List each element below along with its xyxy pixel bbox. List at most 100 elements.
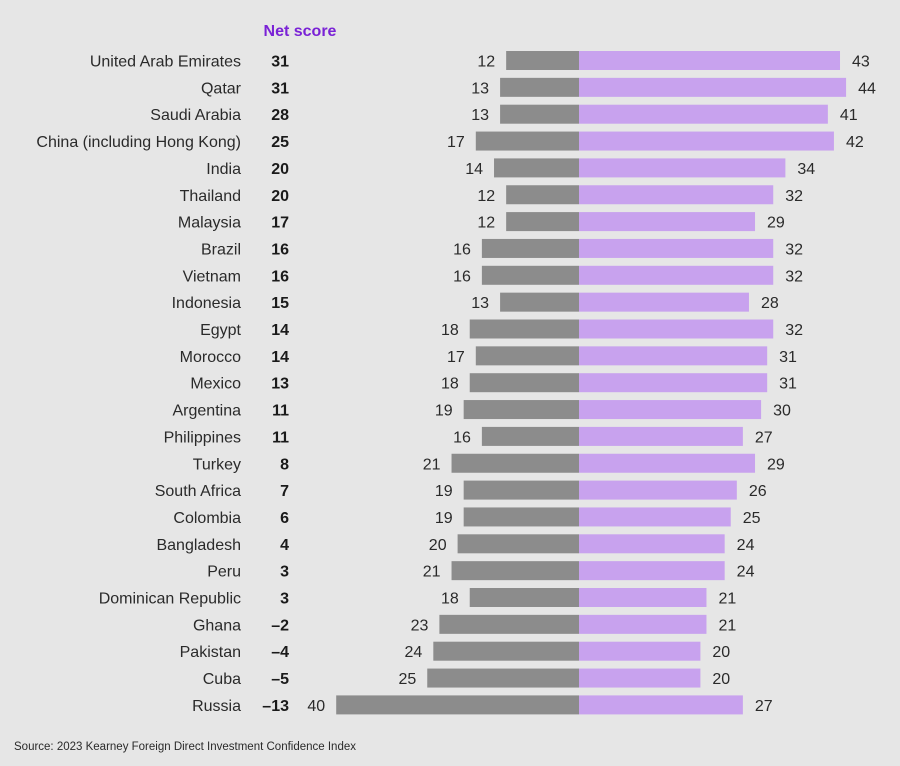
positive-value-label: 20: [712, 644, 730, 661]
negative-bar: [433, 641, 579, 661]
negative-bar: [500, 292, 579, 312]
country-label: Morocco: [180, 349, 241, 366]
net-score-value: 20: [271, 161, 289, 178]
negative-bar: [469, 373, 579, 393]
negative-bar: [469, 319, 579, 339]
country-label: Vietnam: [183, 268, 241, 285]
negative-value-label: 20: [429, 537, 447, 554]
country-label: Bangladesh: [156, 537, 241, 554]
country-label: Egypt: [200, 322, 241, 339]
positive-value-label: 21: [718, 591, 736, 608]
country-label: Peru: [207, 564, 241, 581]
net-score-value: 3: [280, 591, 289, 608]
net-score-value: –13: [262, 698, 289, 715]
country-label: China (including Hong Kong): [36, 134, 241, 151]
negative-value-label: 16: [453, 268, 471, 285]
country-label: Qatar: [201, 80, 242, 97]
negative-bar: [506, 51, 579, 70]
negative-value-label: 19: [435, 483, 453, 500]
country-label: Indonesia: [172, 295, 241, 312]
country-label: South Africa: [155, 483, 241, 500]
country-label: Dominican Republic: [99, 591, 241, 608]
positive-value-label: 32: [785, 322, 803, 339]
net-score-value: –4: [271, 644, 289, 661]
positive-bar: [579, 212, 756, 232]
net-score-value: 3: [280, 564, 289, 581]
positive-bar: [579, 480, 737, 500]
negative-value-label: 23: [411, 617, 429, 634]
negative-bar: [457, 534, 579, 554]
country-label: India: [206, 161, 241, 178]
positive-bar: [579, 77, 847, 97]
positive-bar: [579, 104, 828, 124]
negative-value-label: 24: [405, 644, 423, 661]
positive-bar: [579, 238, 774, 258]
negative-bar: [475, 131, 579, 151]
positive-value-label: 28: [761, 295, 779, 312]
negative-value-label: 21: [423, 564, 441, 581]
positive-bar: [579, 588, 707, 607]
positive-value-label: 20: [712, 671, 730, 688]
positive-bar: [579, 51, 841, 70]
negative-bar: [475, 346, 579, 366]
negative-value-label: 18: [441, 591, 459, 608]
net-score-value: 6: [280, 510, 289, 527]
positive-bar: [579, 641, 701, 661]
negative-bar: [463, 480, 579, 500]
negative-bar: [481, 265, 579, 285]
negative-bar: [451, 453, 579, 473]
positive-value-label: 31: [779, 376, 797, 393]
positive-bar: [579, 265, 774, 285]
country-label: Brazil: [201, 241, 241, 258]
country-label: Pakistan: [180, 644, 241, 661]
net-score-value: 28: [271, 107, 289, 124]
negative-bar: [463, 507, 579, 527]
net-score-header: Net score: [264, 23, 337, 40]
negative-value-label: 12: [477, 54, 495, 71]
negative-bar: [506, 212, 579, 232]
net-score-value: 11: [272, 429, 289, 446]
country-label: Argentina: [173, 403, 242, 420]
positive-bar: [579, 426, 743, 446]
country-label: Colombia: [173, 510, 241, 527]
positive-bar: [579, 131, 834, 151]
net-score-value: 14: [271, 322, 289, 339]
positive-value-label: 32: [785, 268, 803, 285]
country-label: Malaysia: [178, 215, 241, 232]
net-score-value: 31: [271, 80, 289, 97]
positive-value-label: 32: [785, 241, 803, 258]
negative-value-label: 17: [447, 349, 465, 366]
positive-bar: [579, 319, 774, 339]
positive-value-label: 24: [737, 564, 755, 581]
negative-value-label: 25: [398, 671, 416, 688]
country-label: Philippines: [164, 429, 241, 446]
country-label: Ghana: [193, 617, 241, 634]
negative-value-label: 16: [453, 241, 471, 258]
negative-value-label: 18: [441, 322, 459, 339]
positive-bar: [579, 534, 725, 554]
negative-value-label: 14: [465, 161, 483, 178]
positive-value-label: 25: [743, 510, 761, 527]
positive-value-label: 29: [767, 456, 785, 473]
negative-bar: [463, 400, 579, 420]
positive-bar: [579, 400, 762, 420]
positive-bar: [579, 346, 768, 366]
negative-value-label: 13: [471, 295, 489, 312]
negative-value-label: 13: [471, 80, 489, 97]
negative-value-label: 18: [441, 376, 459, 393]
country-label: Russia: [192, 698, 241, 715]
negative-value-label: 17: [447, 134, 465, 151]
net-score-value: 7: [280, 483, 289, 500]
positive-bar: [579, 668, 701, 688]
negative-bar: [469, 588, 579, 607]
net-score-value: 17: [271, 215, 289, 232]
net-score-value: 31: [271, 54, 289, 71]
net-score-value: –2: [271, 617, 289, 634]
source-note: Source: 2023 Kearney Foreign Direct Inve…: [14, 741, 356, 753]
negative-value-label: 13: [471, 107, 489, 124]
negative-value-label: 21: [423, 456, 441, 473]
negative-value-label: 12: [477, 215, 495, 232]
negative-bar: [506, 185, 579, 205]
negative-value-label: 40: [307, 698, 325, 715]
negative-value-label: 19: [435, 510, 453, 527]
